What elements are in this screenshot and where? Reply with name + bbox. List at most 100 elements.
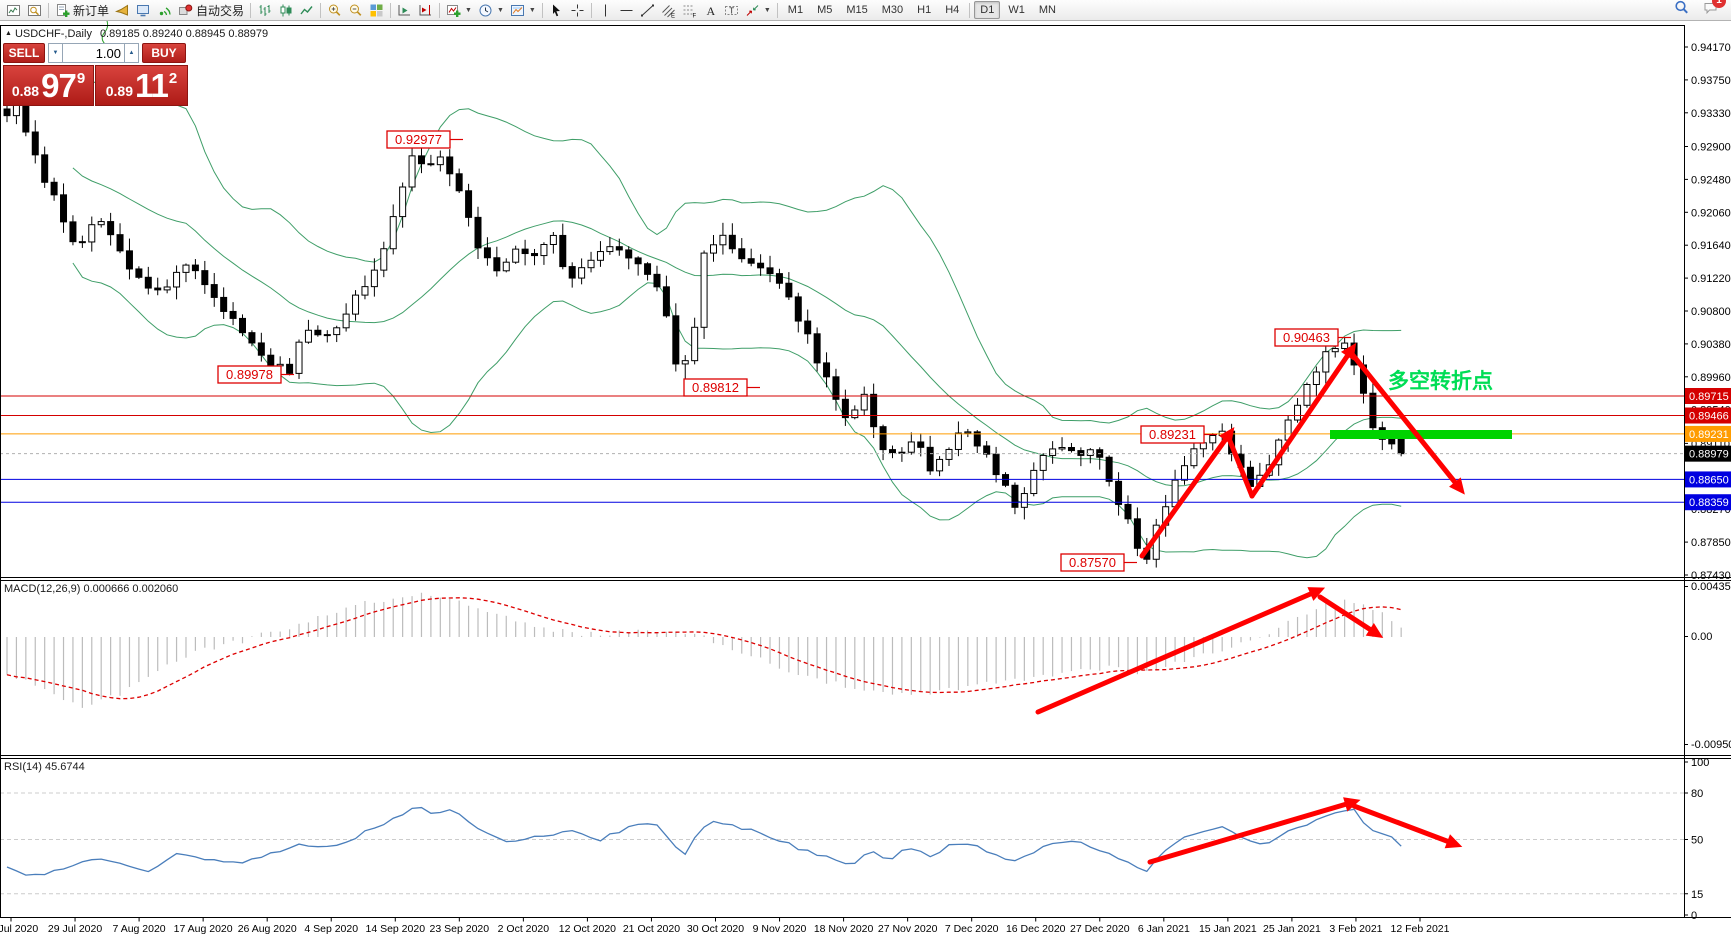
clock-icon	[478, 3, 493, 18]
timeframe-button-H1[interactable]: H1	[917, 4, 932, 16]
svg-text:T: T	[729, 6, 734, 15]
tile-windows-button[interactable]	[366, 1, 387, 19]
candle-body	[1181, 465, 1188, 481]
chart-window-button[interactable]	[3, 1, 24, 19]
price-callout[interactable]: 0.89978	[217, 365, 294, 384]
chart-shift-button[interactable]	[415, 1, 436, 19]
price-tick-label: 0.91640	[1691, 240, 1731, 252]
price-axis[interactable]: 0.94170 0.93750 0.93330 0.92900 0.92480 0.920…	[1684, 42, 1731, 582]
date-label: 7 Aug 2020	[113, 923, 166, 935]
notification-count-badge: 1	[1712, 0, 1726, 8]
candle-body	[1294, 404, 1302, 421]
timeframe-button-D1[interactable]: D1	[974, 1, 1001, 19]
callout-text: 0.89978	[226, 367, 273, 382]
crosshair-button[interactable]	[567, 1, 588, 19]
cursor-button[interactable]	[546, 1, 567, 19]
trend-arrow[interactable]	[1317, 594, 1377, 635]
vline-button[interactable]	[595, 1, 616, 19]
bollinger-bands	[72, 72, 1402, 559]
candle-body	[455, 173, 463, 192]
timeframe-button-W1[interactable]: W1	[1008, 4, 1025, 16]
price-callout[interactable]: 0.87570	[1060, 553, 1137, 572]
candle-body	[1322, 351, 1330, 373]
badge-text: 0.88979	[1689, 449, 1729, 461]
channel-button[interactable]: E	[658, 1, 679, 19]
price-callout[interactable]: 0.90463	[1274, 328, 1351, 347]
ask-price-prefix: 0.89	[105, 82, 133, 99]
cursor-icon	[549, 3, 564, 18]
rsi-axis-label: 80	[1691, 788, 1703, 800]
timeframe-button-MN[interactable]: MN	[1038, 4, 1056, 16]
timeframe-button-H4[interactable]: H4	[945, 4, 960, 16]
trend-arrow[interactable]	[1225, 433, 1255, 499]
candle-body	[1341, 342, 1349, 350]
date-label: 16 Dec 2020	[1006, 923, 1066, 935]
date-label: 2 Oct 2020	[498, 923, 550, 935]
trend-arrow[interactable]	[1035, 589, 1318, 715]
preview-button[interactable]	[24, 1, 45, 19]
label-button[interactable]: T	[721, 1, 742, 19]
candle-body	[691, 326, 699, 362]
fibonacci-button[interactable]: F	[679, 1, 700, 19]
candle-body	[888, 449, 896, 454]
macd-axis-label: 0.004351	[1691, 581, 1731, 593]
price-callout[interactable]: 0.89812	[683, 378, 760, 397]
toolbar-right-group: 1	[1674, 0, 1728, 20]
ask-price-tile[interactable]: 0.89 11 2	[95, 65, 188, 106]
text-button[interactable]: A	[700, 1, 721, 19]
timeframe-button-M30[interactable]: M30	[881, 4, 904, 16]
volume-input[interactable]	[63, 43, 124, 63]
green-level-bar[interactable]	[1330, 430, 1512, 439]
bar-chart-button[interactable]	[254, 1, 275, 19]
search-button[interactable]	[1674, 0, 1689, 20]
candle-chart-button[interactable]	[275, 1, 296, 19]
toolbar-separator	[250, 2, 252, 18]
zoom-in-icon	[327, 3, 342, 18]
badge-bg	[1685, 387, 1731, 404]
zoom-out-button[interactable]	[345, 1, 366, 19]
chart-shift-icon	[418, 3, 433, 18]
price-callout[interactable]: 0.92977	[386, 130, 463, 149]
auto-scroll-button[interactable]	[394, 1, 415, 19]
trend-arrow[interactable]	[1147, 800, 1353, 865]
timeframe-button-M1[interactable]: M1	[787, 4, 804, 16]
volume-decrease-button[interactable]: ▼	[48, 43, 63, 63]
candle-body	[672, 315, 680, 365]
trendline-button[interactable]	[637, 1, 658, 19]
alerts-button[interactable]	[112, 1, 133, 19]
candle-body	[97, 221, 105, 226]
auto-trading-button[interactable]: 自动交易	[175, 1, 247, 19]
indicators-button[interactable]: ▼	[443, 1, 475, 19]
preview-icon	[27, 3, 42, 18]
buy-button[interactable]: BUY	[142, 43, 186, 63]
tile-windows-icon	[369, 3, 384, 18]
terminal-button[interactable]	[133, 1, 154, 19]
trend-arrow[interactable]	[1349, 351, 1461, 489]
rsi-axis-label: 0	[1691, 910, 1697, 922]
rsi-label: RSI(14) 45.6744	[4, 761, 85, 773]
candle-body	[1058, 447, 1066, 450]
templates-button[interactable]: ▼	[507, 1, 539, 19]
bid-price-tile[interactable]: 0.88 97 9	[3, 65, 94, 106]
timeframe-button-M15[interactable]: M15	[846, 4, 868, 16]
signals-button[interactable]	[154, 1, 175, 19]
date-axis[interactable]: 20 Jul 2020 29 Jul 2020 7 Aug 2020 17 Aug 2…	[0, 917, 1450, 936]
trend-arrow[interactable]	[1351, 803, 1455, 846]
new-order-button[interactable]: 新订单	[52, 1, 112, 19]
candle-body	[1199, 442, 1207, 450]
trend-arrow[interactable]	[1249, 349, 1353, 499]
volume-increase-button[interactable]: ▲	[124, 43, 139, 63]
timeframe-button-M5[interactable]: M5	[817, 4, 833, 16]
price-callout[interactable]: 0.89231	[1140, 425, 1217, 444]
candle-body	[625, 249, 633, 259]
zoom-in-button[interactable]	[324, 1, 345, 19]
notifications-button[interactable]: 1	[1703, 0, 1726, 20]
arrows-button[interactable]: ▼	[742, 1, 774, 19]
trend-arrow[interactable]	[1139, 433, 1231, 559]
line-chart-button[interactable]	[296, 1, 317, 19]
callout-box	[683, 378, 748, 397]
hline-button[interactable]	[616, 1, 637, 19]
sell-button[interactable]: SELL	[3, 43, 45, 63]
periods-button[interactable]: ▼	[475, 1, 507, 19]
chevron-down-icon: ▼	[763, 6, 771, 14]
